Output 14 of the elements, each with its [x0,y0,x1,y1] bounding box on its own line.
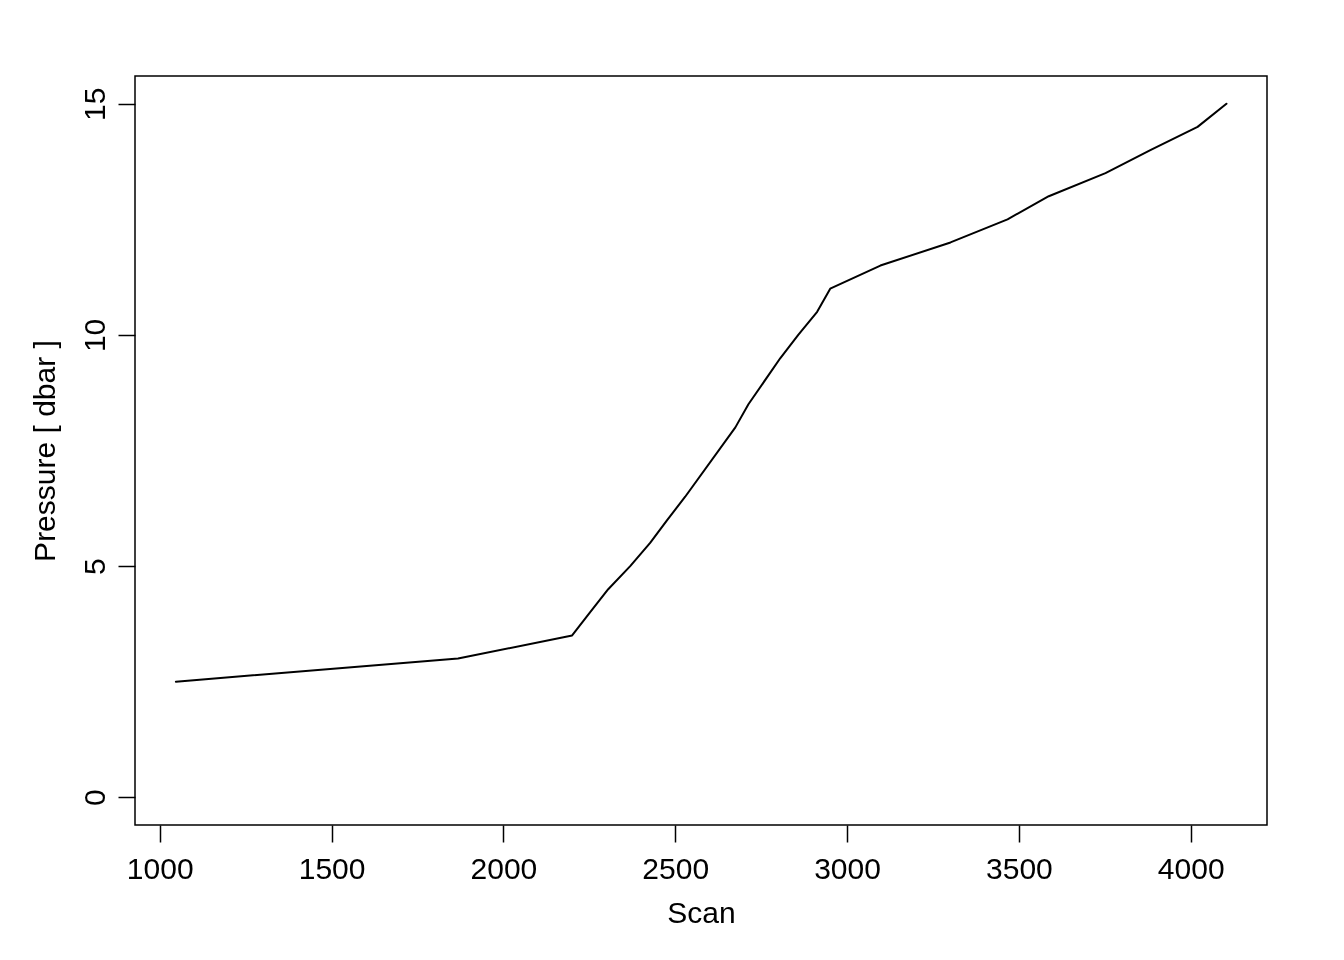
y-tick-label: 15 [77,87,111,121]
y-tick-label: 10 [77,318,111,353]
x-tick-label: 1000 [126,851,194,885]
x-tick-label: 3000 [814,851,881,885]
x-tick-label: 1500 [298,851,366,885]
x-tick-label: 3500 [986,851,1053,885]
x-tick-label: 4000 [1157,851,1225,885]
x-tick-label: 2000 [470,851,538,885]
y-axis-title: Pressure [ dbar ] [27,340,61,562]
y-tick-label: 0 [77,789,111,807]
x-axis-title: Scan [667,895,736,929]
x-tick-label: 2500 [642,851,710,885]
line-series [174,102,1228,683]
y-tick-label: 5 [77,558,111,575]
